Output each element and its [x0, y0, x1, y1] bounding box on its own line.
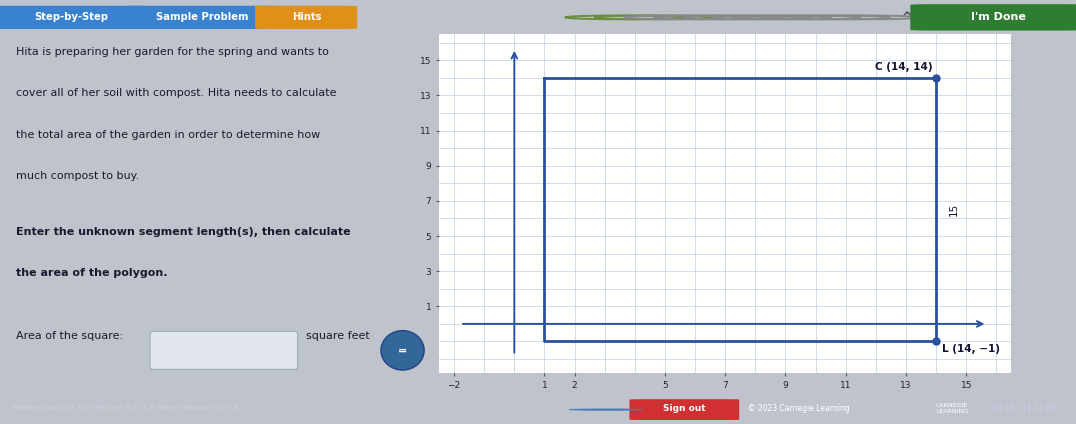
Text: much compost to buy.: much compost to buy.: [16, 171, 139, 181]
Circle shape: [608, 409, 642, 410]
Text: ^: ^: [902, 11, 912, 24]
Text: Step-by-Step: Step-by-Step: [34, 12, 108, 22]
Text: © 2023 Carnegie Learning: © 2023 Carnegie Learning: [748, 404, 850, 413]
Text: the total area of the garden in order to determine how: the total area of the garden in order to…: [16, 130, 320, 140]
Text: Problem Group 07  Curr Section: 9.6, 1.5  Server Version: 9.6.7.8: Problem Group 07 Curr Section: 9.6, 1.5 …: [11, 405, 238, 411]
FancyBboxPatch shape: [629, 399, 739, 420]
Circle shape: [591, 409, 625, 410]
Text: Sign out: Sign out: [663, 404, 706, 413]
Circle shape: [381, 331, 424, 370]
Text: Oct 15   11:11 US: Oct 15 11:11 US: [990, 404, 1057, 413]
Text: I'm Done: I'm Done: [972, 12, 1025, 22]
Text: C (14, 14): C (14, 14): [876, 62, 933, 72]
FancyBboxPatch shape: [124, 6, 280, 29]
Text: Enter the unknown segment length(s), then calculate: Enter the unknown segment length(s), the…: [16, 226, 351, 237]
Circle shape: [569, 409, 604, 410]
Text: Hints: Hints: [292, 12, 322, 22]
Text: L (14, −1): L (14, −1): [943, 344, 1001, 354]
Text: Sample Problem: Sample Problem: [156, 12, 249, 22]
Text: 15: 15: [949, 203, 959, 216]
Text: Area of the square:: Area of the square:: [16, 331, 123, 340]
Circle shape: [599, 409, 634, 410]
Text: square feet: square feet: [307, 331, 370, 340]
Text: the area of the polygon.: the area of the polygon.: [16, 268, 167, 278]
FancyBboxPatch shape: [255, 6, 357, 29]
FancyBboxPatch shape: [910, 4, 1076, 31]
Text: CARNEGIE
LEARNING: CARNEGIE LEARNING: [936, 403, 968, 413]
FancyBboxPatch shape: [0, 6, 148, 29]
Text: Hita is preparing her garden for the spring and wants to: Hita is preparing her garden for the spr…: [16, 47, 328, 57]
FancyBboxPatch shape: [150, 331, 298, 369]
Circle shape: [580, 409, 614, 410]
Text: =: =: [398, 345, 407, 355]
Text: cover all of her soil with compost. Hita needs to calculate: cover all of her soil with compost. Hita…: [16, 89, 336, 98]
